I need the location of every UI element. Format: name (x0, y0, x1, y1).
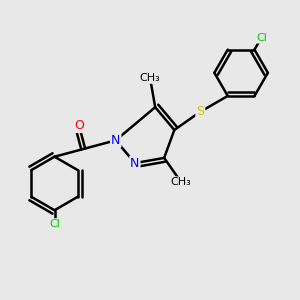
Text: Cl: Cl (49, 219, 60, 229)
Text: S: S (196, 105, 204, 118)
Text: CH₃: CH₃ (140, 73, 160, 83)
Text: N: N (111, 134, 121, 147)
Text: N: N (130, 157, 140, 169)
Text: O: O (74, 119, 84, 132)
Text: CH₃: CH₃ (171, 177, 192, 187)
Text: Cl: Cl (256, 33, 267, 43)
